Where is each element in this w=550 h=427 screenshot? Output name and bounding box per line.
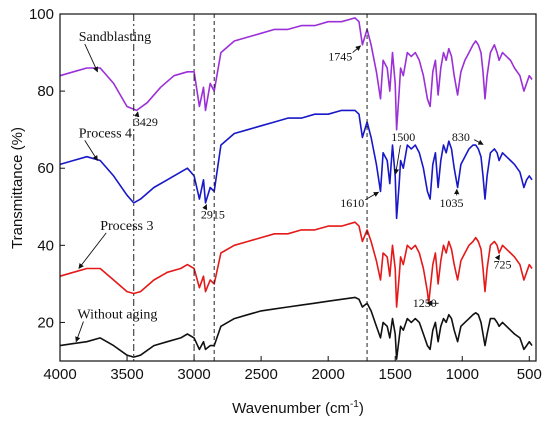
peak-arrow-725 [494, 254, 501, 261]
x-tick-label-1000: 1000 [446, 366, 479, 383]
x-tick-label-500: 500 [517, 366, 542, 383]
peak-label-830: 830 [452, 130, 470, 144]
x-tick-label-4000: 4000 [43, 366, 76, 383]
y-axis-title: Transmittance (%) [9, 127, 26, 249]
series-label-process-4: Process 4 [79, 126, 132, 141]
peak-label-1250: 1250 [413, 296, 437, 310]
x-axis-title: Wavenumber (cm-1) [232, 399, 364, 417]
series-label-process-3: Process 3 [100, 219, 153, 234]
y-tick-label-20: 20 [37, 314, 54, 331]
peak-arrow-2915 [202, 204, 208, 211]
x-tick-label-3500: 3500 [110, 366, 143, 383]
peak-label-1745: 1745 [328, 49, 352, 63]
peak-label-1610: 1610 [340, 196, 364, 210]
peak-arrow-1610 [365, 191, 380, 201]
x-tick-label-1500: 1500 [379, 366, 412, 383]
x-tick-label-2000: 2000 [311, 366, 344, 383]
series-line-process-4 [59, 109, 533, 220]
peak-label-2915: 2915 [201, 207, 225, 221]
y-axis-ticks: 20 40 60 80 100 [29, 6, 65, 331]
series-label-without-aging: Without aging [77, 308, 157, 323]
peak-arrow-3429 [134, 111, 140, 118]
peak-arrow-830 [474, 139, 484, 145]
peak-label-725: 725 [493, 257, 511, 271]
peak-label-1035: 1035 [440, 196, 464, 210]
series-line-sandblasting [59, 17, 533, 131]
peak-arrow-1500 [393, 144, 401, 175]
peak-label-3429: 3429 [134, 115, 158, 129]
series-label-arrow-without-aging [75, 321, 84, 343]
reference-lines [133, 14, 368, 361]
series-line-without-aging [59, 296, 533, 360]
series-line-process-3 [59, 221, 533, 308]
peak-arrow-1745 [352, 45, 361, 53]
series-label-arrow-process-4 [84, 140, 98, 161]
y-tick-label-80: 80 [37, 83, 54, 100]
series-label-arrow-sandblasting [84, 43, 98, 73]
y-tick-label-60: 60 [37, 160, 54, 177]
peak-label-1500: 1500 [391, 130, 415, 144]
series-label-arrow-process-3 [78, 232, 107, 269]
plot-frame [59, 13, 537, 362]
x-tick-label-3000: 3000 [177, 366, 210, 383]
series-label-sandblasting: Sandblasting [79, 30, 151, 45]
series-labels: Sandblasting Process 4 Process 3 Without ag… [75, 30, 157, 343]
peak-annotations: 3429 2915 1745 1610 1500 830 1035 725 1250 [134, 45, 511, 310]
series-layer [59, 17, 533, 360]
x-axis-ticks: 4000 3500 3000 2500 2000 1500 1000 500 [43, 356, 542, 383]
y-tick-label-100: 100 [29, 6, 54, 23]
x-tick-label-2500: 2500 [244, 366, 277, 383]
y-tick-label-40: 40 [37, 237, 54, 254]
